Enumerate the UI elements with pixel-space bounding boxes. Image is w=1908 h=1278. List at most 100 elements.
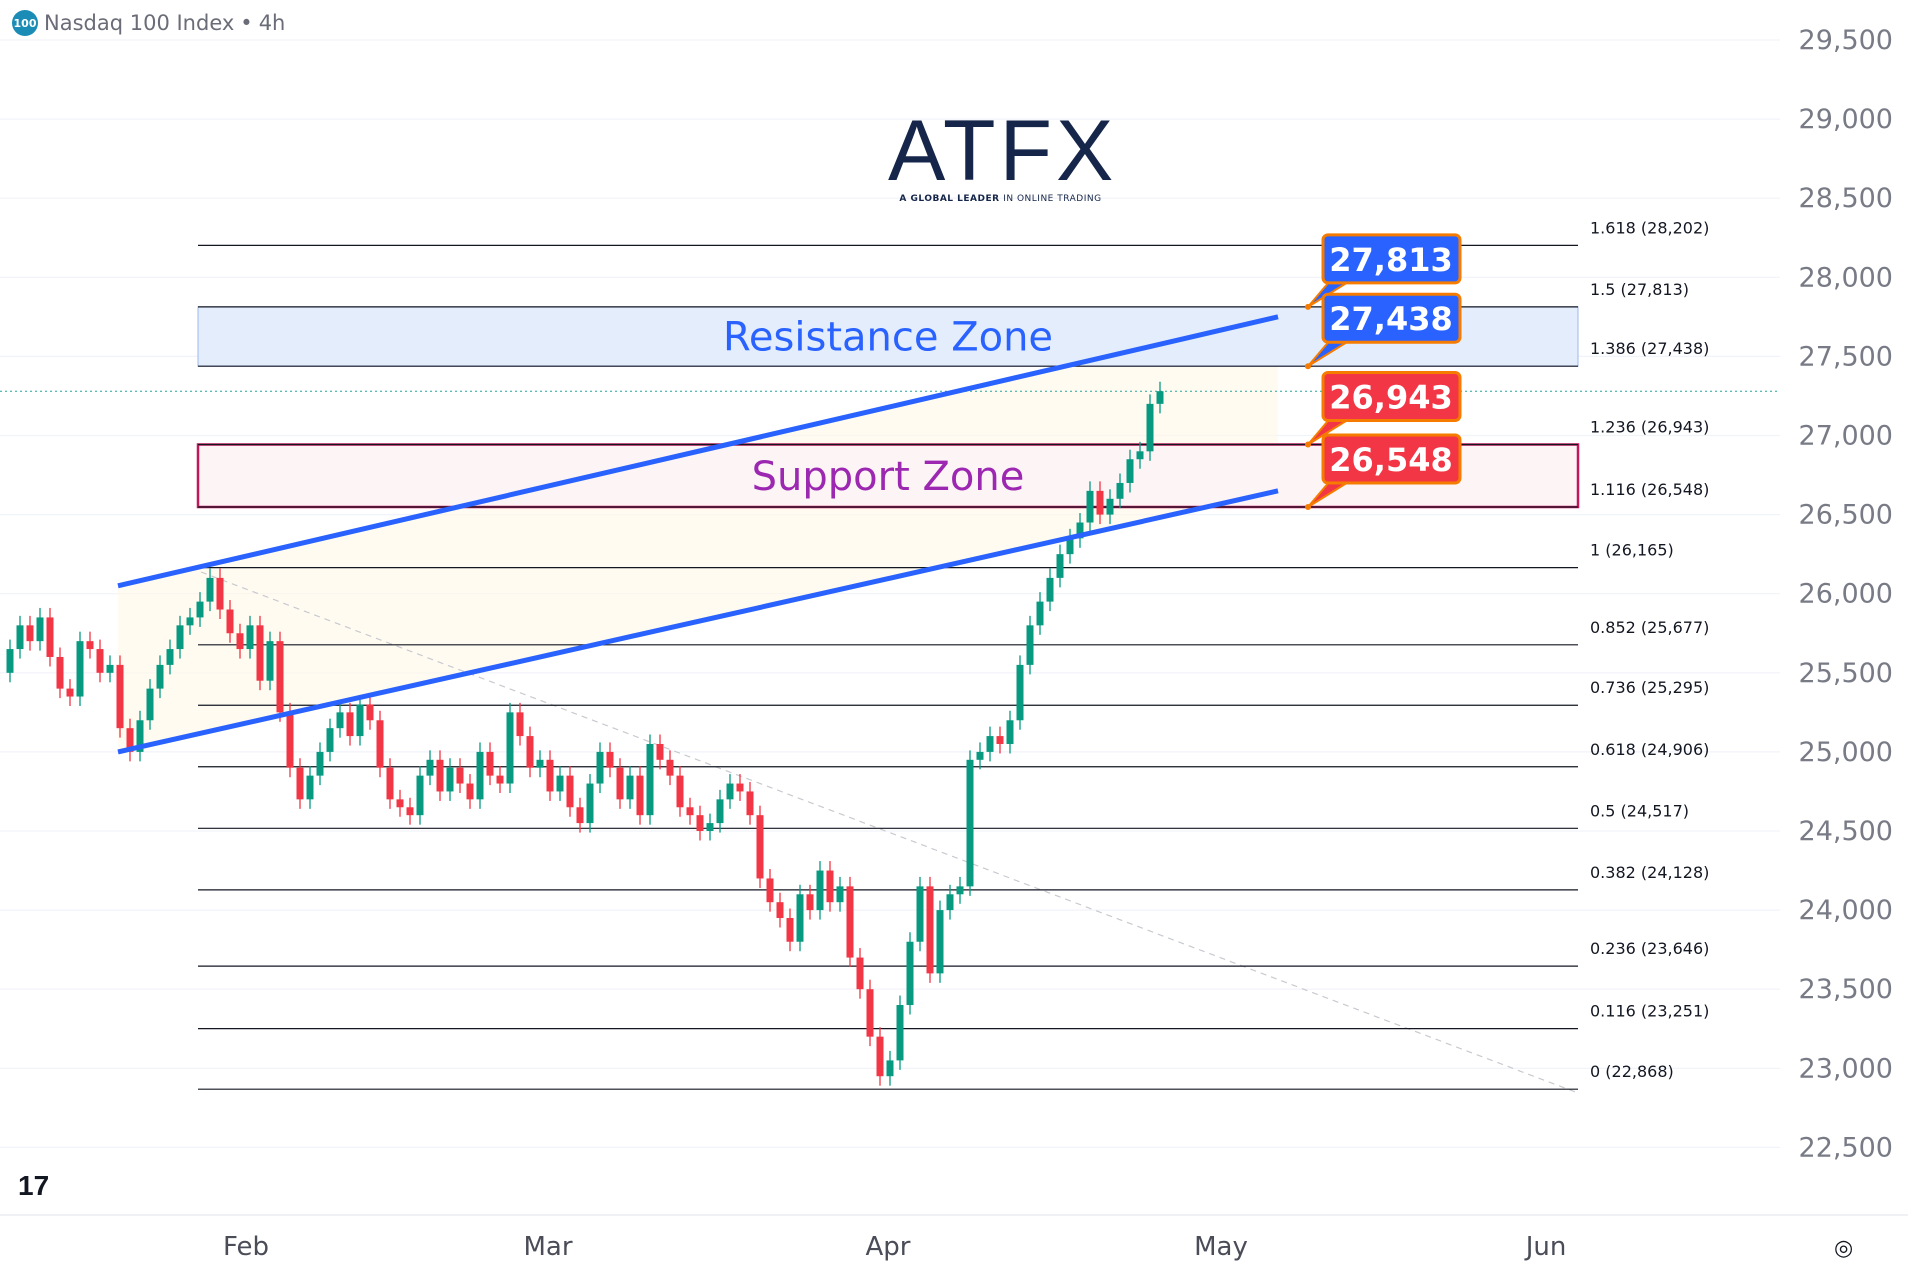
candle-body [446, 767, 454, 792]
candle-body [716, 799, 724, 824]
fib-level-label: 0.236 (23,646) [1590, 939, 1709, 958]
candle [276, 631, 284, 722]
candle [306, 766, 314, 809]
channel-lower-line [117, 488, 1279, 755]
candle [236, 623, 244, 659]
candle-body [1136, 451, 1144, 460]
candle-body [1046, 577, 1054, 602]
candle-body [196, 601, 204, 618]
candle [246, 615, 254, 659]
y-tick-label: 26,500 [1799, 500, 1893, 531]
candle-body [466, 783, 474, 800]
candle [596, 742, 604, 794]
candle [446, 758, 454, 801]
y-tick-label: 27,500 [1799, 341, 1893, 372]
candle-body [206, 577, 214, 602]
candle [906, 932, 914, 1015]
candle-body [726, 783, 734, 800]
candle-body [666, 759, 674, 776]
candle-body [226, 609, 234, 634]
fib-level-label: 0 (22,868) [1590, 1062, 1674, 1081]
candle-body [596, 751, 604, 784]
y-tick-label: 24,500 [1799, 816, 1893, 847]
candle-body [346, 712, 354, 737]
candle-body [356, 704, 364, 737]
settings-icon[interactable]: ◎ [1834, 1236, 1854, 1261]
candle [986, 726, 994, 762]
candle-body [96, 649, 104, 673]
candle-body [166, 649, 174, 665]
candle [466, 774, 474, 809]
tradingview-logo-icon[interactable]: 17 [18, 1170, 50, 1201]
fib-level-label: 0.382 (24,128) [1590, 863, 1709, 882]
candle-body [56, 656, 64, 689]
candle [1086, 481, 1094, 533]
candle-body [1026, 625, 1034, 665]
candle-body [406, 807, 414, 816]
candle-body [326, 728, 334, 752]
price-callout: 26,943 [1305, 371, 1462, 448]
candle [936, 900, 944, 983]
support-zone-label: Support Zone [752, 454, 1025, 500]
candle-body [1006, 720, 1014, 744]
candle [816, 861, 824, 920]
candle [876, 1027, 884, 1086]
callout-label: 26,548 [1329, 441, 1452, 479]
candle-body [1016, 664, 1024, 721]
candle [996, 726, 1004, 754]
candle [346, 702, 354, 746]
candle-body [366, 704, 374, 721]
candle-body [476, 751, 484, 800]
candle [806, 884, 814, 920]
candle [1116, 473, 1124, 509]
candle [1106, 489, 1114, 525]
callout-anchor [1305, 303, 1311, 310]
candle [396, 789, 404, 817]
fib-level-label: 0.116 (23,251) [1590, 1002, 1709, 1021]
candle-body [776, 902, 784, 919]
candle [886, 1050, 894, 1086]
candle [566, 766, 574, 817]
y-tick-label: 25,000 [1799, 737, 1893, 768]
symbol-title[interactable]: Nasdaq 100 Index [44, 11, 235, 35]
candle [366, 694, 374, 730]
candle-body [606, 751, 614, 768]
candle [1096, 481, 1104, 525]
atfx-logo: ATFX A GLOBAL LEADER IN ONLINE TRADING [888, 108, 1113, 204]
candle-body [296, 767, 304, 800]
candle [826, 861, 834, 912]
candle [896, 995, 904, 1070]
candle [1056, 544, 1064, 588]
candle [196, 592, 204, 627]
candle [946, 884, 954, 920]
candle [1076, 513, 1084, 548]
candle-body [116, 664, 124, 729]
candle-body [1116, 482, 1124, 499]
candle [316, 742, 324, 786]
candle [536, 750, 544, 778]
candle-body [876, 1036, 884, 1077]
candle [776, 892, 784, 928]
candle [796, 884, 804, 952]
candle [256, 615, 264, 691]
candle-body [506, 712, 514, 784]
candle-body [236, 633, 244, 650]
candle-body [756, 815, 764, 879]
candle [756, 805, 764, 888]
candle-body [856, 957, 864, 990]
candle-body [1126, 459, 1134, 483]
interval-label[interactable]: 4h [258, 11, 286, 35]
y-tick-label: 28,000 [1799, 262, 1893, 293]
candle-body [616, 767, 624, 800]
candle [646, 734, 654, 825]
candle [746, 781, 754, 825]
candle [1146, 394, 1154, 461]
candle-body [106, 664, 114, 673]
candle [916, 876, 924, 952]
candle [1036, 592, 1044, 635]
candle [416, 766, 424, 825]
candle [426, 750, 434, 786]
callout-label: 27,813 [1329, 241, 1452, 279]
candle [136, 710, 144, 762]
